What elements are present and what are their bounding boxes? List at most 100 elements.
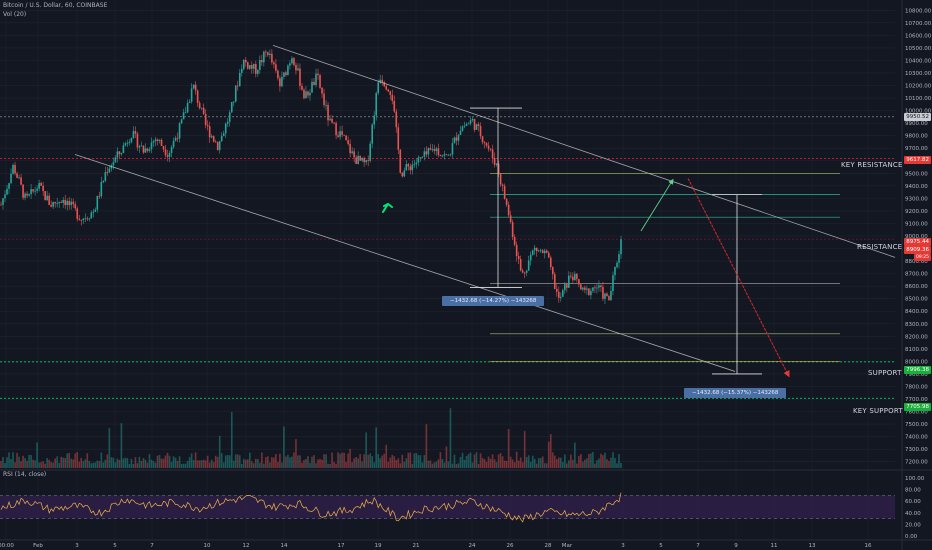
candle-body [413,164,416,166]
candle-body [405,164,408,171]
volume-bar [92,462,95,468]
volume-bar [371,456,373,468]
volume-bar [612,452,614,468]
candle-body [46,195,48,201]
volume-bar [172,456,175,468]
candle-body [319,75,321,88]
candle-body [6,188,8,195]
volume-bar [475,452,478,468]
candle-body [200,107,203,109]
volume-bar [584,459,586,468]
volume-bar [287,454,289,468]
candle-body [339,131,341,137]
candle-body [279,78,281,87]
candle-body [168,152,171,157]
volume-bar [315,463,317,468]
candle-body [238,72,241,87]
volume-bar [397,458,400,468]
candle-body [335,123,337,136]
candle-body [610,291,612,301]
candle-body [58,201,60,204]
candle-body [303,89,305,99]
candle-body [18,177,20,179]
volume-bar [212,461,215,468]
candle-body [132,131,135,139]
candle-body [104,172,107,181]
candle-body [110,165,113,169]
volume-bar [192,460,195,468]
volume-bar [170,461,173,468]
measure-box-2[interactable]: −1432.68 (−15.37%) −143268 [684,388,787,398]
volume-bar [42,461,44,468]
candle-body [596,287,598,289]
volume-bar [80,457,83,468]
price-tick-label: 10200.00 [905,84,932,90]
candle-body [267,52,269,56]
volume-bar [301,462,303,468]
rsi-tick-label: 80.00 [905,488,921,494]
price-tick-label: 7800.00 [905,384,928,390]
volume-bar [409,452,412,468]
volume-bar [96,460,99,468]
volume-bar [146,462,149,468]
time-tick-label: 26 [507,543,514,549]
volume-bar [226,454,229,468]
volume-bar [553,455,556,468]
volume-bar [150,459,153,468]
volume-bar [415,452,418,468]
volume-bar [112,457,115,468]
volume-bar [118,459,121,468]
time-tick-label: 00:00 [0,543,14,549]
candle-body [142,145,145,153]
volume-bar [76,452,79,468]
volume-bar [505,460,508,468]
volume-bar [485,461,488,468]
volume-bar [572,459,574,468]
price-tick-label: 7200.00 [905,460,928,466]
candle-body [399,149,402,173]
volume-bar [570,454,572,468]
volume-bar [22,455,24,468]
volume-bar [543,463,546,468]
candle-body [517,256,520,260]
candle-body [447,154,450,156]
volume-bar [353,458,355,468]
candle-body [553,274,556,289]
candle-body [138,146,141,148]
volume-bar [269,462,271,468]
volume-bar [618,454,620,468]
price-tag-8975: 8975.44 [904,238,931,246]
volume-bar [513,462,516,468]
candle-body [519,259,522,271]
candle-body [513,236,516,245]
price-tick-label: 10700.00 [905,21,932,27]
measure-box-1[interactable]: −1432.68 (−14.27%) −143268 [442,296,545,306]
volume-bar [20,461,22,468]
candle-body [50,204,52,207]
candle-body [86,218,89,220]
volume-bar [439,452,442,468]
volume-bar [261,452,263,468]
candle-body [4,194,6,199]
volume-bar [30,455,32,468]
volume-bar [74,453,77,468]
candle-body [614,267,616,276]
trend-line-upper [272,45,896,258]
volume-bar [616,463,618,468]
volume-bar [200,460,203,468]
candle-body [371,124,373,144]
price-tick-label: 8700.00 [905,272,928,278]
candle-body [162,146,165,150]
volume-bar [343,452,345,468]
volume-bar [461,452,464,468]
time-tick-label: 3 [621,543,625,549]
volume-bar [46,458,48,468]
volume-bar [60,456,62,468]
candle-body [505,198,508,205]
candle-body [503,185,506,199]
candle-body [423,151,426,157]
volume-bar [98,461,101,468]
candle-body [257,69,259,74]
